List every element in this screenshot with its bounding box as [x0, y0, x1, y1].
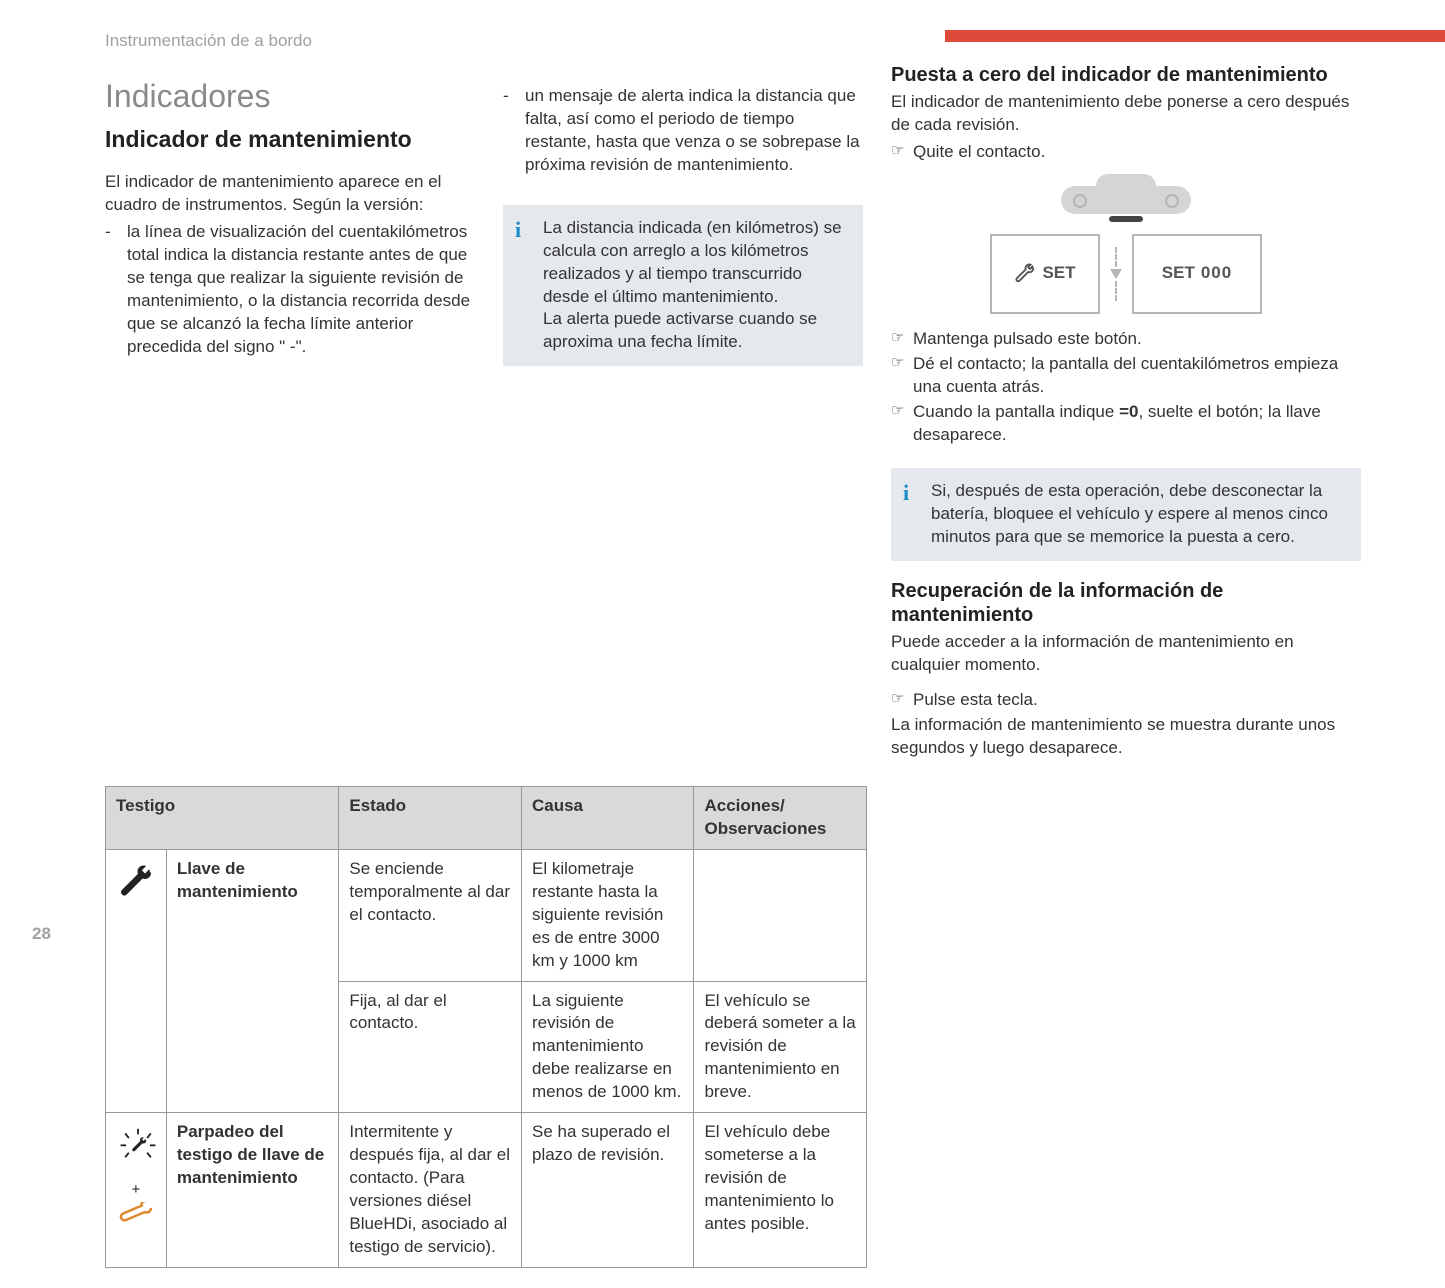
- set-value: 000: [1201, 262, 1232, 285]
- th-causa: Causa: [521, 786, 693, 849]
- table-row: Llave de mantenimiento Se enciende tempo…: [106, 849, 867, 981]
- cell-estado: Intermitente y después fija, al dar el c…: [339, 1113, 522, 1268]
- accent-bar: [945, 30, 1445, 42]
- th-estado: Estado: [339, 786, 522, 849]
- list-item: - un mensaje de alerta indica la distanc…: [503, 85, 863, 177]
- cell-causa: Se ha superado el plazo de revisión.: [521, 1113, 693, 1268]
- right-p2: Puede acceder a la información de manten…: [891, 631, 1361, 677]
- step-list-1: ☞ Quite el contacto.: [891, 141, 1361, 164]
- step-text: Cuando la pantalla indique =0, suelte el…: [913, 401, 1361, 447]
- indicators-table: Testigo Estado Causa Acciones/ Observaci…: [105, 786, 867, 1268]
- step-text: Pulse esta tecla.: [913, 689, 1361, 712]
- cell-estado: Fija, al dar el contacto.: [339, 981, 522, 1113]
- right-p1: El indicador de mantenimiento debe poner…: [891, 91, 1361, 137]
- left-column: Indicadores Indicador de mantenimiento E…: [105, 63, 475, 760]
- mid-bullets: - un mensaje de alerta indica la distanc…: [503, 85, 863, 177]
- intro-bullets: - la línea de visualización del cuentaki…: [105, 221, 475, 359]
- bullet-marker: -: [105, 221, 127, 359]
- step-list-2: ☞ Mantenga pulsado este botón. ☞ Dé el c…: [891, 328, 1361, 447]
- subsection-title: Indicador de mantenimiento: [105, 124, 475, 155]
- pointer-icon: ☞: [891, 328, 913, 351]
- list-item: ☞ Quite el contacto.: [891, 141, 1361, 164]
- step-text: Dé el contacto; la pantalla del cuentaki…: [913, 353, 1361, 399]
- pointer-icon: ☞: [891, 353, 913, 399]
- right-p3: La información de mantenimiento se muest…: [891, 714, 1361, 760]
- intro-text: El indicador de mantenimiento aparece en…: [105, 171, 475, 217]
- set-button-left: SET: [990, 234, 1100, 314]
- list-item: ☞ Cuando la pantalla indique =0, suelte …: [891, 401, 1361, 447]
- table-row: + Parpadeo del testigo de llave de mante…: [106, 1113, 867, 1268]
- list-item: ☞ Mantenga pulsado este botón.: [891, 328, 1361, 351]
- th-testigo: Testigo: [106, 786, 339, 849]
- info-box-distance: i La distancia indicada (en kilómetros) …: [503, 205, 863, 367]
- middle-column: - un mensaje de alerta indica la distanc…: [503, 63, 863, 760]
- th-acciones: Acciones/ Observaciones: [694, 786, 867, 849]
- step-text: Quite el contacto.: [913, 141, 1361, 164]
- info-text: La distancia indicada (en kilómetros) se…: [543, 217, 847, 355]
- page-number: 28: [32, 923, 51, 946]
- list-item: ☞ Pulse esta tecla.: [891, 689, 1361, 712]
- info-box-battery: i Si, después de esta operación, debe de…: [891, 468, 1361, 561]
- cell-acciones: El vehículo se deberá someter a la revis…: [694, 981, 867, 1113]
- step-text: Mantenga pulsado este botón.: [913, 328, 1361, 351]
- set-label: SET: [1042, 262, 1075, 285]
- section-title: Indicadores: [105, 75, 475, 118]
- row-label: Llave de mantenimiento: [166, 849, 338, 1112]
- wrench-icon-cell: [106, 849, 167, 1112]
- cell-causa: El kilometraje restante hasta la siguien…: [521, 849, 693, 981]
- list-item: ☞ Dé el contacto; la pantalla del cuenta…: [891, 353, 1361, 399]
- cell-causa: La siguiente revisión de mantenimiento d…: [521, 981, 693, 1113]
- dashboard-illustration: SET SET 000: [966, 174, 1286, 314]
- bullet-marker: -: [503, 85, 525, 177]
- wrench-icon: [1014, 263, 1036, 285]
- list-item: - la línea de visualización del cuentaki…: [105, 221, 475, 359]
- table-header-row: Testigo Estado Causa Acciones/ Observaci…: [106, 786, 867, 849]
- info-icon: i: [515, 215, 531, 245]
- info-icon: i: [903, 478, 919, 508]
- wrench-icon: [118, 864, 154, 900]
- row-label: Parpadeo del testigo de llave de manteni…: [166, 1113, 338, 1268]
- right-heading-1: Puesta a cero del indicador de mantenimi…: [891, 63, 1361, 87]
- right-column: Puesta a cero del indicador de mantenimi…: [891, 63, 1361, 760]
- wrench-flash-icon-cell: +: [106, 1113, 167, 1268]
- arrow-icon: [1110, 247, 1122, 301]
- wrench-orange-icon: [118, 1202, 154, 1224]
- bullet-text: un mensaje de alerta indica la distancia…: [525, 85, 863, 177]
- bullet-text: la línea de visualización del cuentakiló…: [127, 221, 475, 359]
- indicators-table-wrap: Testigo Estado Causa Acciones/ Observaci…: [105, 786, 867, 1268]
- cell-acciones: El vehículo debe someterse a la revisión…: [694, 1113, 867, 1268]
- manual-page: Instrumentación de a bordo Indicadores I…: [0, 0, 1445, 1288]
- cell-acciones: [694, 849, 867, 981]
- set-label: SET: [1162, 262, 1195, 285]
- cell-estado: Se enciende temporalmente al dar el cont…: [339, 849, 522, 981]
- dashboard-cluster-icon: [1061, 174, 1191, 222]
- pointer-icon: ☞: [891, 689, 913, 712]
- info-text: Si, después de esta operación, debe desc…: [931, 480, 1345, 549]
- pointer-icon: ☞: [891, 141, 913, 164]
- wrench-flash-icon: [116, 1127, 160, 1171]
- pointer-icon: ☞: [891, 401, 913, 447]
- plus-sign: +: [116, 1180, 156, 1200]
- right-heading-2: Recuperación de la información de manten…: [891, 579, 1361, 627]
- set-button-right: SET 000: [1132, 234, 1262, 314]
- step-list-3: ☞ Pulse esta tecla.: [891, 689, 1361, 712]
